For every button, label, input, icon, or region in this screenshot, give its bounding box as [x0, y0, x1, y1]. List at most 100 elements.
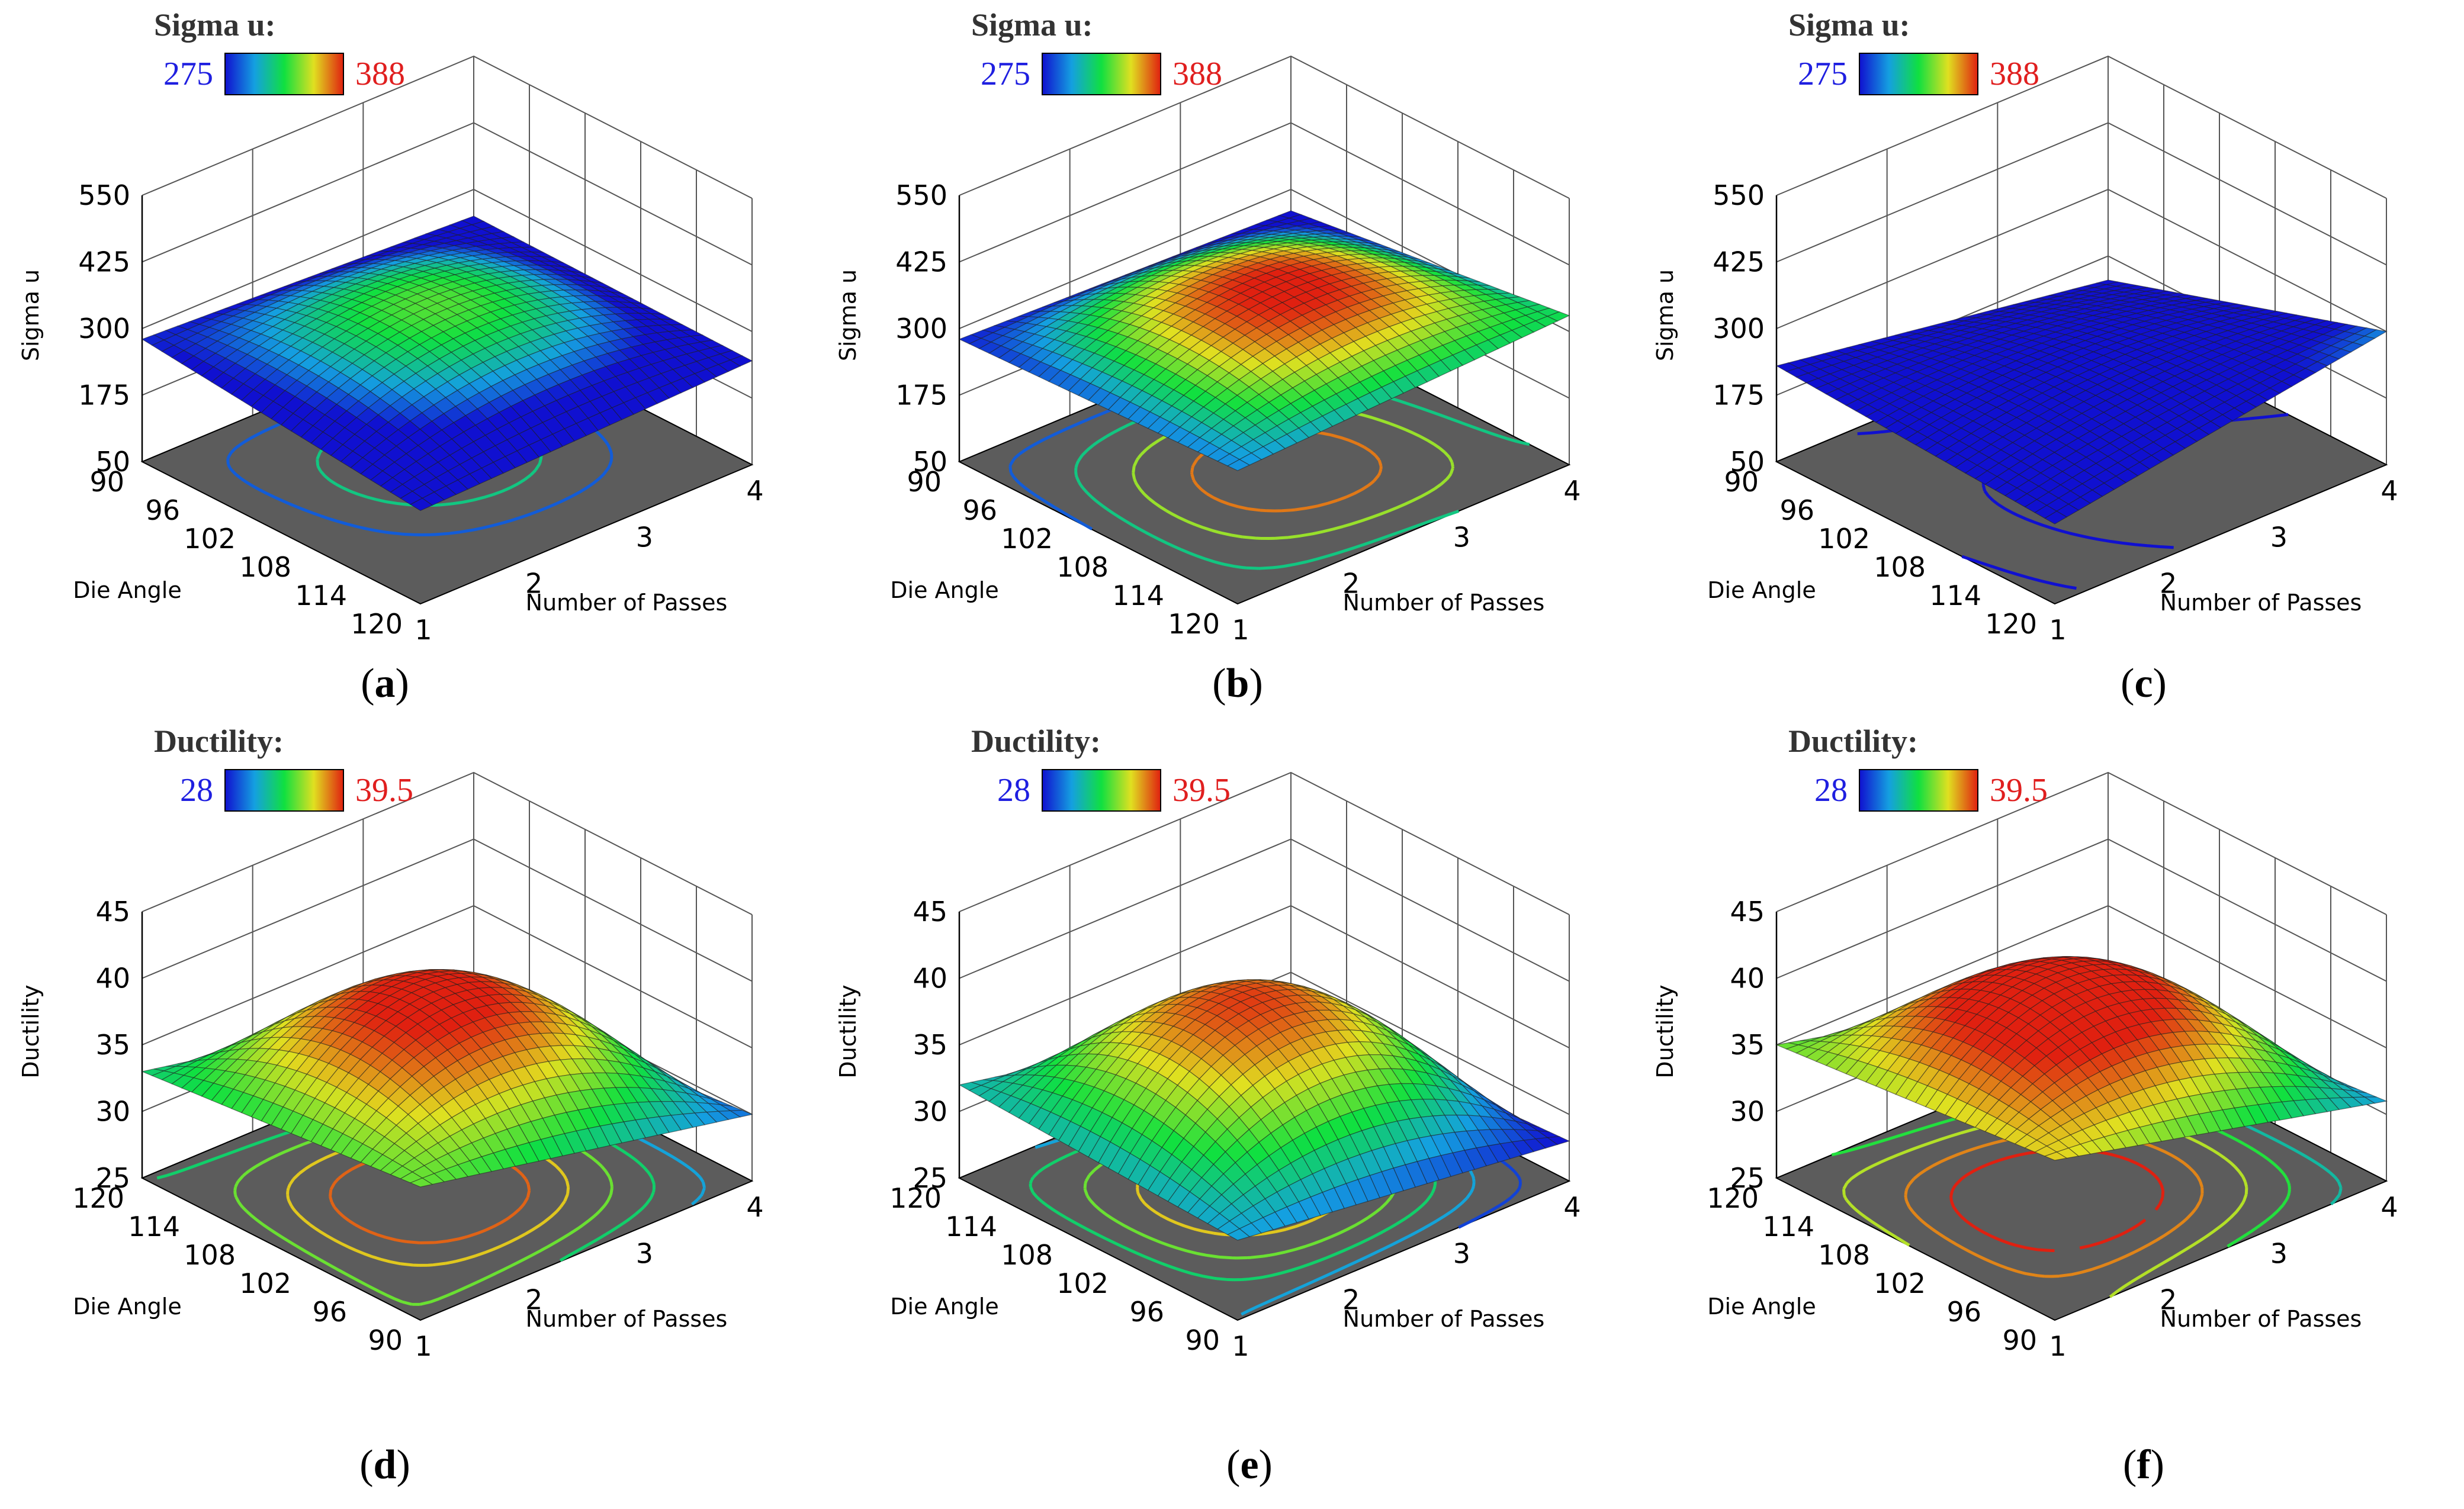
x-tick-label: 4 — [746, 1191, 763, 1223]
x-tick-label: 3 — [1453, 521, 1470, 553]
legend-colorbar — [224, 53, 344, 95]
surface-cell — [1226, 459, 1251, 471]
color-legend: Ductility: 28 39.5 — [154, 723, 413, 812]
y-tick-label: 90 — [89, 466, 124, 498]
x-tick-label: 2 — [1342, 1284, 1360, 1316]
color-legend: Sigma u:275 388 — [154, 7, 405, 95]
y-tick-label: 120 — [1168, 608, 1220, 640]
response-surface — [141, 969, 753, 1188]
panel-caption: (b) — [1212, 661, 1263, 706]
legend-max: 388 — [1990, 56, 2039, 92]
legend-colorbar — [1042, 769, 1161, 812]
y-axis-label: Die Angle — [73, 577, 181, 603]
x-tick-label: 1 — [415, 1330, 432, 1362]
panel-caption-letter: b — [1226, 661, 1249, 706]
z-tick-label: 25 — [1730, 1162, 1765, 1194]
y-tick-label: 114 — [1929, 580, 1981, 612]
z-tick-label: 425 — [895, 246, 947, 278]
panel-caption: (c) — [2121, 661, 2167, 706]
legend-min: 275 — [981, 56, 1030, 92]
panel-caption-letter: a — [374, 661, 396, 706]
z-axis-label: Sigma u — [1652, 269, 1678, 361]
legend-colorbar — [1042, 53, 1161, 95]
z-tick-label: 40 — [913, 963, 947, 995]
y-tick-label: 108 — [1874, 551, 1926, 583]
surface-cell — [409, 497, 433, 511]
x-tick-label: 3 — [636, 1237, 653, 1269]
legend-title: Sigma u: — [154, 7, 276, 43]
x-tick-label: 1 — [415, 614, 432, 646]
z-tick-label: 300 — [78, 313, 130, 345]
y-axis-label: Die Angle — [73, 1294, 181, 1320]
y-tick-label: 96 — [1779, 494, 1814, 526]
surface-cell — [2044, 1151, 2068, 1161]
y-tick-label: 120 — [889, 1182, 942, 1214]
y-tick-label: 102 — [239, 1267, 291, 1299]
color-legend: Ductility:28 39.5 — [971, 723, 1231, 812]
z-tick-label: 50 — [913, 446, 947, 478]
x-tick-label: 4 — [1563, 475, 1580, 507]
y-tick-label: 114 — [1112, 580, 1164, 612]
z-axis-label: Ductility — [835, 984, 861, 1078]
legend-title: Sigma u: — [971, 7, 1093, 43]
x-tick-label: 2 — [525, 568, 542, 600]
z-tick-label: 45 — [95, 896, 130, 928]
y-tick-label: 96 — [312, 1296, 347, 1328]
response-surface — [1775, 279, 2388, 525]
y-tick-label: 96 — [145, 494, 180, 526]
legend-colorbar — [224, 769, 344, 812]
z-tick-label: 50 — [1730, 446, 1765, 478]
z-tick-label: 35 — [913, 1029, 947, 1061]
y-tick-label: 108 — [239, 551, 291, 583]
x-tick-label: 4 — [2381, 1191, 2398, 1223]
legend-title: Ductility: — [154, 723, 284, 759]
response-surface — [141, 215, 753, 511]
y-tick-label: 114 — [295, 580, 347, 612]
z-tick-label: 425 — [1713, 246, 1765, 278]
z-tick-label: 30 — [95, 1096, 130, 1128]
x-tick-label: 4 — [1563, 1191, 1580, 1223]
y-axis-label: Die Angle — [1707, 577, 1816, 603]
panel-caption: (d) — [359, 1442, 410, 1488]
x-tick-label: 2 — [2160, 1284, 2177, 1316]
surface-cell — [2044, 510, 2068, 525]
y-tick-label: 114 — [1762, 1211, 1814, 1243]
y-tick-label: 102 — [1874, 1267, 1926, 1299]
x-tick-label: 2 — [1342, 568, 1360, 600]
y-tick-label: 120 — [1985, 608, 2037, 640]
y-axis-label: Die Angle — [1707, 1294, 1816, 1320]
x-tick-label: 1 — [1232, 614, 1249, 646]
z-tick-label: 300 — [895, 313, 947, 345]
x-axis-label: Number of Passes — [526, 590, 728, 616]
z-tick-label: 40 — [1730, 963, 1765, 995]
y-tick-label: 96 — [1129, 1296, 1164, 1328]
x-tick-label: 1 — [1232, 1330, 1249, 1362]
y-tick-label: 90 — [1724, 466, 1759, 498]
x-tick-label: 1 — [2049, 614, 2066, 646]
response-surface — [958, 979, 1570, 1241]
y-axis-label: Die Angle — [890, 577, 998, 603]
panel-caption-letter: c — [2134, 661, 2153, 706]
legend-min: 28 — [180, 772, 213, 809]
y-tick-label: 96 — [1946, 1296, 1981, 1328]
x-tick-label: 3 — [2270, 1237, 2288, 1269]
legend-max: 39.5 — [1172, 772, 1231, 809]
contour-line — [1904, 1130, 2204, 1278]
x-tick-label: 4 — [746, 475, 763, 507]
y-tick-label: 120 — [1707, 1182, 1759, 1214]
legend-min: 275 — [163, 56, 213, 92]
z-tick-label: 35 — [95, 1029, 130, 1061]
legend-title: Sigma u: — [1788, 7, 1910, 43]
legend-max: 39.5 — [355, 772, 413, 809]
y-tick-label: 90 — [1185, 1324, 1220, 1356]
y-tick-label: 90 — [2002, 1324, 2037, 1356]
x-tick-label: 3 — [636, 521, 653, 553]
z-tick-label: 550 — [78, 179, 130, 211]
legend-title: Ductility: — [971, 723, 1101, 759]
z-tick-label: 25 — [913, 1162, 947, 1194]
